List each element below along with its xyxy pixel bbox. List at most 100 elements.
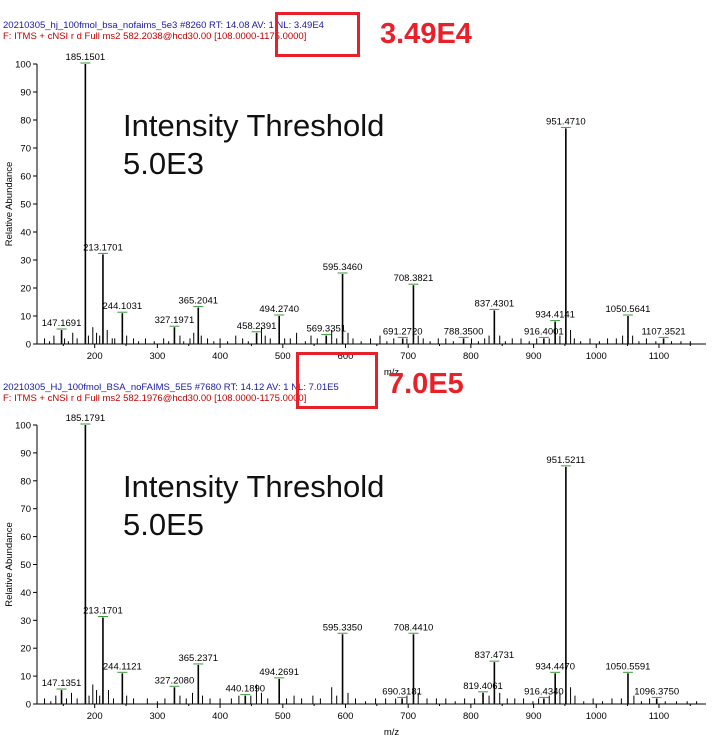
y-tick-label: 50 — [20, 560, 31, 571]
y-tick-label: 70 — [20, 504, 31, 515]
x-tick-label: 500 — [275, 711, 291, 722]
x-axis-label: m/z — [384, 367, 400, 378]
scan-filter-line: F: ITMS + cNSI r d Full ms2 582.2038@hcd… — [3, 31, 307, 42]
nl-callout: 7.0E5 — [388, 368, 464, 400]
x-tick-label: 1000 — [586, 711, 607, 722]
peak-label: 494.2691 — [259, 667, 299, 678]
threshold-annotation: Intensity Threshold 5.0E3 — [123, 107, 384, 183]
y-tick-label: 70 — [20, 144, 31, 155]
peak-label: 569.3351 — [306, 324, 346, 335]
y-tick-label: 80 — [20, 116, 31, 127]
y-tick-label: 40 — [20, 228, 31, 239]
x-tick-label: 900 — [526, 711, 542, 722]
x-tick-label: 900 — [526, 351, 542, 362]
x-tick-label: 200 — [87, 351, 103, 362]
threshold-label: Intensity Threshold — [123, 469, 385, 504]
y-axis-label: Relative Abundance — [4, 162, 15, 247]
y-tick-label: 20 — [20, 284, 31, 295]
peak-label: 1050.5641 — [606, 304, 651, 315]
peak-label: 951.5211 — [546, 455, 585, 466]
peak-label: 327.1971 — [155, 315, 195, 326]
nl-callout: 3.49E4 — [380, 18, 472, 50]
peak-label: 213.1701 — [83, 242, 123, 253]
peak-label: 185.1501 — [66, 52, 106, 63]
x-tick-label: 400 — [212, 351, 228, 362]
x-tick-label: 400 — [212, 711, 228, 722]
peak-label: 916.4001 — [524, 326, 564, 337]
y-tick-label: 100 — [15, 60, 31, 71]
scan-header: 20210305_HJ_100fmol_BSA_noFAIMS_5E5 #768… — [3, 382, 339, 393]
peak-label: 837.4731 — [475, 650, 515, 661]
peak-label: 458.2391 — [237, 321, 277, 332]
peak-label: 690.3181 — [382, 686, 422, 697]
y-tick-label: 60 — [20, 172, 31, 183]
peak-label: 951.4710 — [546, 116, 586, 127]
peak-label: 691.2720 — [383, 326, 423, 337]
y-tick-label: 90 — [20, 448, 31, 459]
peak-label: 595.3460 — [323, 262, 363, 273]
x-axis-label: m/z — [384, 727, 400, 738]
peak-label: 1107.3521 — [641, 326, 685, 337]
y-tick-label: 40 — [20, 588, 31, 599]
peak-label: 365.2041 — [178, 296, 218, 307]
x-tick-label: 500 — [275, 351, 291, 362]
x-tick-label: 800 — [463, 711, 479, 722]
x-tick-label: 800 — [463, 351, 479, 362]
peak-label: 185.1791 — [66, 413, 106, 424]
y-tick-label: 0 — [26, 340, 31, 351]
spectrum-panel-top: 20210305_hj_100fmol_bsa_nofaims_5e3 #826… — [0, 0, 722, 378]
x-tick-label: 600 — [338, 351, 354, 362]
x-tick-label: 600 — [338, 711, 354, 722]
x-tick-label: 1000 — [586, 351, 607, 362]
peak-label: 595.3350 — [323, 622, 363, 633]
peak-label: 837.4301 — [475, 298, 515, 309]
x-tick-label: 1100 — [649, 351, 669, 362]
y-tick-label: 20 — [20, 644, 31, 655]
y-tick-label: 0 — [26, 700, 31, 711]
x-tick-label: 700 — [400, 351, 416, 362]
spectrum-chart: 0 10 20 30 40 50 60 70 80 90 100 200 300 400 500 600 700… — [4, 52, 706, 378]
threshold-label: Intensity Threshold — [123, 108, 385, 143]
y-tick-label: 10 — [20, 672, 31, 683]
scan-header: 20210305_hj_100fmol_bsa_nofaims_5e3 #826… — [3, 20, 324, 31]
peak-label: 327.2080 — [155, 675, 195, 686]
nl-highlight-box — [275, 12, 360, 57]
y-tick-label: 30 — [20, 256, 31, 267]
y-tick-label: 50 — [20, 200, 31, 211]
peak-label: 244.1031 — [103, 301, 143, 312]
x-tick-label: 300 — [149, 351, 165, 362]
y-tick-label: 100 — [15, 421, 31, 432]
peak-label: 788.3500 — [444, 326, 484, 337]
y-tick-label: 80 — [20, 476, 31, 487]
peak-label: 1096.3750 — [634, 686, 679, 697]
peak-label: 244.1121 — [103, 661, 142, 672]
nl-highlight-box — [296, 352, 378, 409]
x-tick-label: 700 — [400, 711, 416, 722]
x-tick-label: 200 — [87, 711, 103, 722]
x-tick-label: 300 — [149, 711, 165, 722]
peak-label: 365.2371 — [178, 653, 218, 664]
peak-label: 494.2740 — [259, 304, 299, 315]
peak-label: 213.1701 — [83, 606, 123, 617]
peak-label: 934.4470 — [535, 661, 575, 672]
scan-filter-line: F: ITMS + cNSI r d Full ms2 582.1976@hcd… — [3, 393, 307, 404]
peak-label: 819.4061 — [463, 681, 503, 692]
threshold-value: 5.0E5 — [123, 507, 205, 542]
peak-label: 147.1351 — [42, 678, 82, 689]
y-tick-label: 90 — [20, 88, 31, 99]
x-tick-label: 1100 — [649, 711, 669, 722]
y-tick-label: 30 — [20, 616, 31, 627]
peak-label: 440.1890 — [225, 684, 265, 695]
peak-label: 708.4410 — [394, 622, 434, 633]
peak-label: 916.4340 — [524, 686, 564, 697]
threshold-annotation: Intensity Threshold 5.0E5 — [123, 468, 384, 544]
spectrum-chart: 0 10 20 30 40 50 60 70 80 90 100 200 300 400 500 600 700… — [4, 413, 706, 738]
y-tick-label: 10 — [20, 312, 31, 323]
peak-label: 708.3821 — [394, 273, 434, 284]
peak-label: 934.4141 — [535, 310, 575, 321]
threshold-value: 5.0E3 — [123, 146, 205, 181]
y-tick-label: 60 — [20, 532, 31, 543]
peak-label: 147.1691 — [42, 318, 82, 329]
peak-label: 1050.5591 — [606, 661, 651, 672]
spectrum-panel-bottom: 20210305_HJ_100fmol_BSA_noFAIMS_5E5 #768… — [0, 352, 722, 745]
